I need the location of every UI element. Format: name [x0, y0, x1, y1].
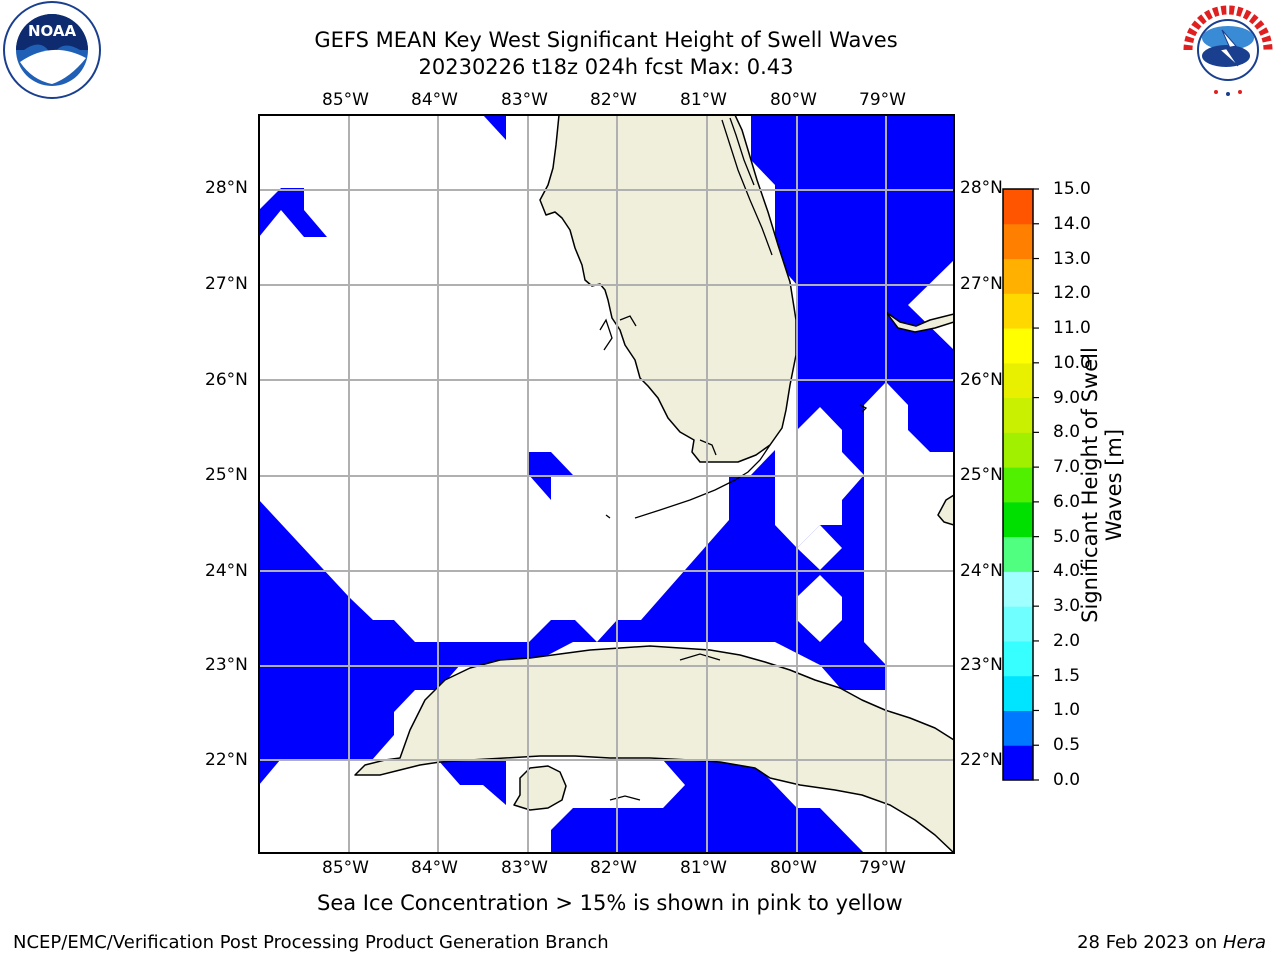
colorbar-bin	[1003, 501, 1033, 538]
nws-logo	[1176, 0, 1280, 100]
colorbar-title-line2: Waves [m]	[1102, 428, 1126, 542]
lat-label-left: 23°N	[205, 655, 248, 675]
footer-host: Hera	[1222, 932, 1266, 953]
colorbar-tick-label: 15.0	[1053, 179, 1091, 199]
footer-date-text: 28 Feb 2023 on	[1077, 932, 1223, 953]
lat-label-right: 23°N	[960, 655, 1003, 675]
colorbar-bin	[1003, 293, 1033, 329]
colorbar	[1002, 188, 1039, 781]
lat-label-left: 26°N	[205, 370, 248, 390]
footer-branch: NCEP/EMC/Verification Post Processing Pr…	[13, 932, 609, 953]
colorbar-tick-label: 13.0	[1053, 248, 1091, 269]
colorbar-bin	[1003, 571, 1033, 607]
swell-region	[259, 450, 886, 785]
map-frame	[258, 114, 955, 854]
colorbar-bin	[1003, 640, 1033, 677]
colorbar-tick-label: 6.0	[1053, 491, 1081, 512]
swell-region	[751, 115, 954, 475]
lon-label-bottom: 81°W	[680, 858, 727, 878]
colorbar-tick-label: 7.0	[1053, 457, 1081, 478]
colorbar-bin	[1003, 467, 1033, 503]
chart-title-line2: 20230226 t18z 024h fcst Max: 0.43	[418, 55, 794, 79]
colorbar-bin	[1003, 189, 1033, 225]
lon-label-top: 83°W	[501, 90, 548, 110]
colorbar-bin	[1003, 362, 1033, 399]
lon-label-top: 82°W	[590, 90, 637, 110]
swell-region	[259, 188, 327, 237]
lat-label-right: 26°N	[960, 370, 1003, 390]
lat-label-left: 25°N	[205, 465, 248, 485]
colorbar-bin	[1003, 710, 1033, 746]
chart-title-line1: GEFS MEAN Key West Significant Height of…	[314, 28, 898, 52]
colorbar-bin	[1003, 397, 1033, 433]
colorbar-tick-label: 1.0	[1053, 700, 1081, 721]
colorbar-tick-label: 0.0	[1053, 770, 1081, 790]
lat-label-right: 22°N	[960, 750, 1003, 770]
lat-label-left: 24°N	[205, 561, 248, 581]
colorbar-bin	[1003, 675, 1033, 711]
colorbar-bin	[1003, 536, 1033, 572]
lat-label-right: 28°N	[960, 178, 1003, 198]
swell-region	[438, 760, 506, 805]
colorbar-tick-label: 0.5	[1053, 735, 1081, 756]
colorbar-tick-label: 9.0	[1053, 387, 1081, 408]
lat-label-right: 24°N	[960, 561, 1003, 581]
sea-ice-caption: Sea Ice Concentration > 15% is shown in …	[317, 891, 903, 915]
colorbar-bin	[1003, 432, 1033, 468]
lat-label-left: 22°N	[205, 750, 248, 770]
florida-land	[539, 115, 797, 463]
lon-label-bottom: 83°W	[501, 858, 548, 878]
colorbar-bin	[1003, 606, 1033, 642]
colorbar-tick-label: 4.0	[1053, 561, 1081, 582]
colorbar-tick-label: 10.0	[1053, 352, 1091, 373]
lon-label-top: 84°W	[411, 90, 458, 110]
colorbar-tick-label: 12.0	[1053, 283, 1091, 304]
colorbar-tick-label: 3.0	[1053, 596, 1081, 617]
lon-label-bottom: 85°W	[322, 858, 369, 878]
colorbar-tick-label: 1.5	[1053, 665, 1081, 686]
swell-region	[483, 115, 506, 140]
noaa-logo-text: NOAA	[28, 22, 77, 40]
colorbar-title-line1: Significant Height of Swell	[1078, 347, 1102, 623]
lon-label-top: 85°W	[322, 90, 369, 110]
lon-label-top: 80°W	[770, 90, 817, 110]
colorbar-bin	[1003, 745, 1033, 781]
colorbar-bin	[1003, 258, 1033, 294]
colorbar-tick-label: 14.0	[1053, 213, 1091, 234]
lat-label-right: 27°N	[960, 274, 1003, 294]
colorbar-bin	[1003, 328, 1033, 364]
colorbar-tick-label: 8.0	[1053, 422, 1081, 443]
colorbar-tick-label: 2.0	[1053, 630, 1081, 651]
graticule	[259, 115, 954, 853]
lat-label-left: 28°N	[205, 178, 248, 198]
lon-label-bottom: 79°W	[859, 858, 906, 878]
lon-label-bottom: 82°W	[590, 858, 637, 878]
footer-date: 28 Feb 2023 on Hera	[1077, 932, 1266, 954]
colorbar-tick-label: 11.0	[1053, 318, 1091, 339]
lon-label-bottom: 80°W	[770, 858, 817, 878]
noaa-logo: NOAA	[0, 0, 108, 104]
lat-label-right: 25°N	[960, 465, 1003, 485]
lon-label-top: 81°W	[680, 90, 727, 110]
lon-label-bottom: 84°W	[411, 858, 458, 878]
lat-label-left: 27°N	[205, 274, 248, 294]
colorbar-tick-label: 5.0	[1053, 526, 1081, 547]
colorbar-frame	[1002, 188, 1034, 781]
lon-label-top: 79°W	[859, 90, 906, 110]
colorbar-bin	[1003, 223, 1033, 260]
